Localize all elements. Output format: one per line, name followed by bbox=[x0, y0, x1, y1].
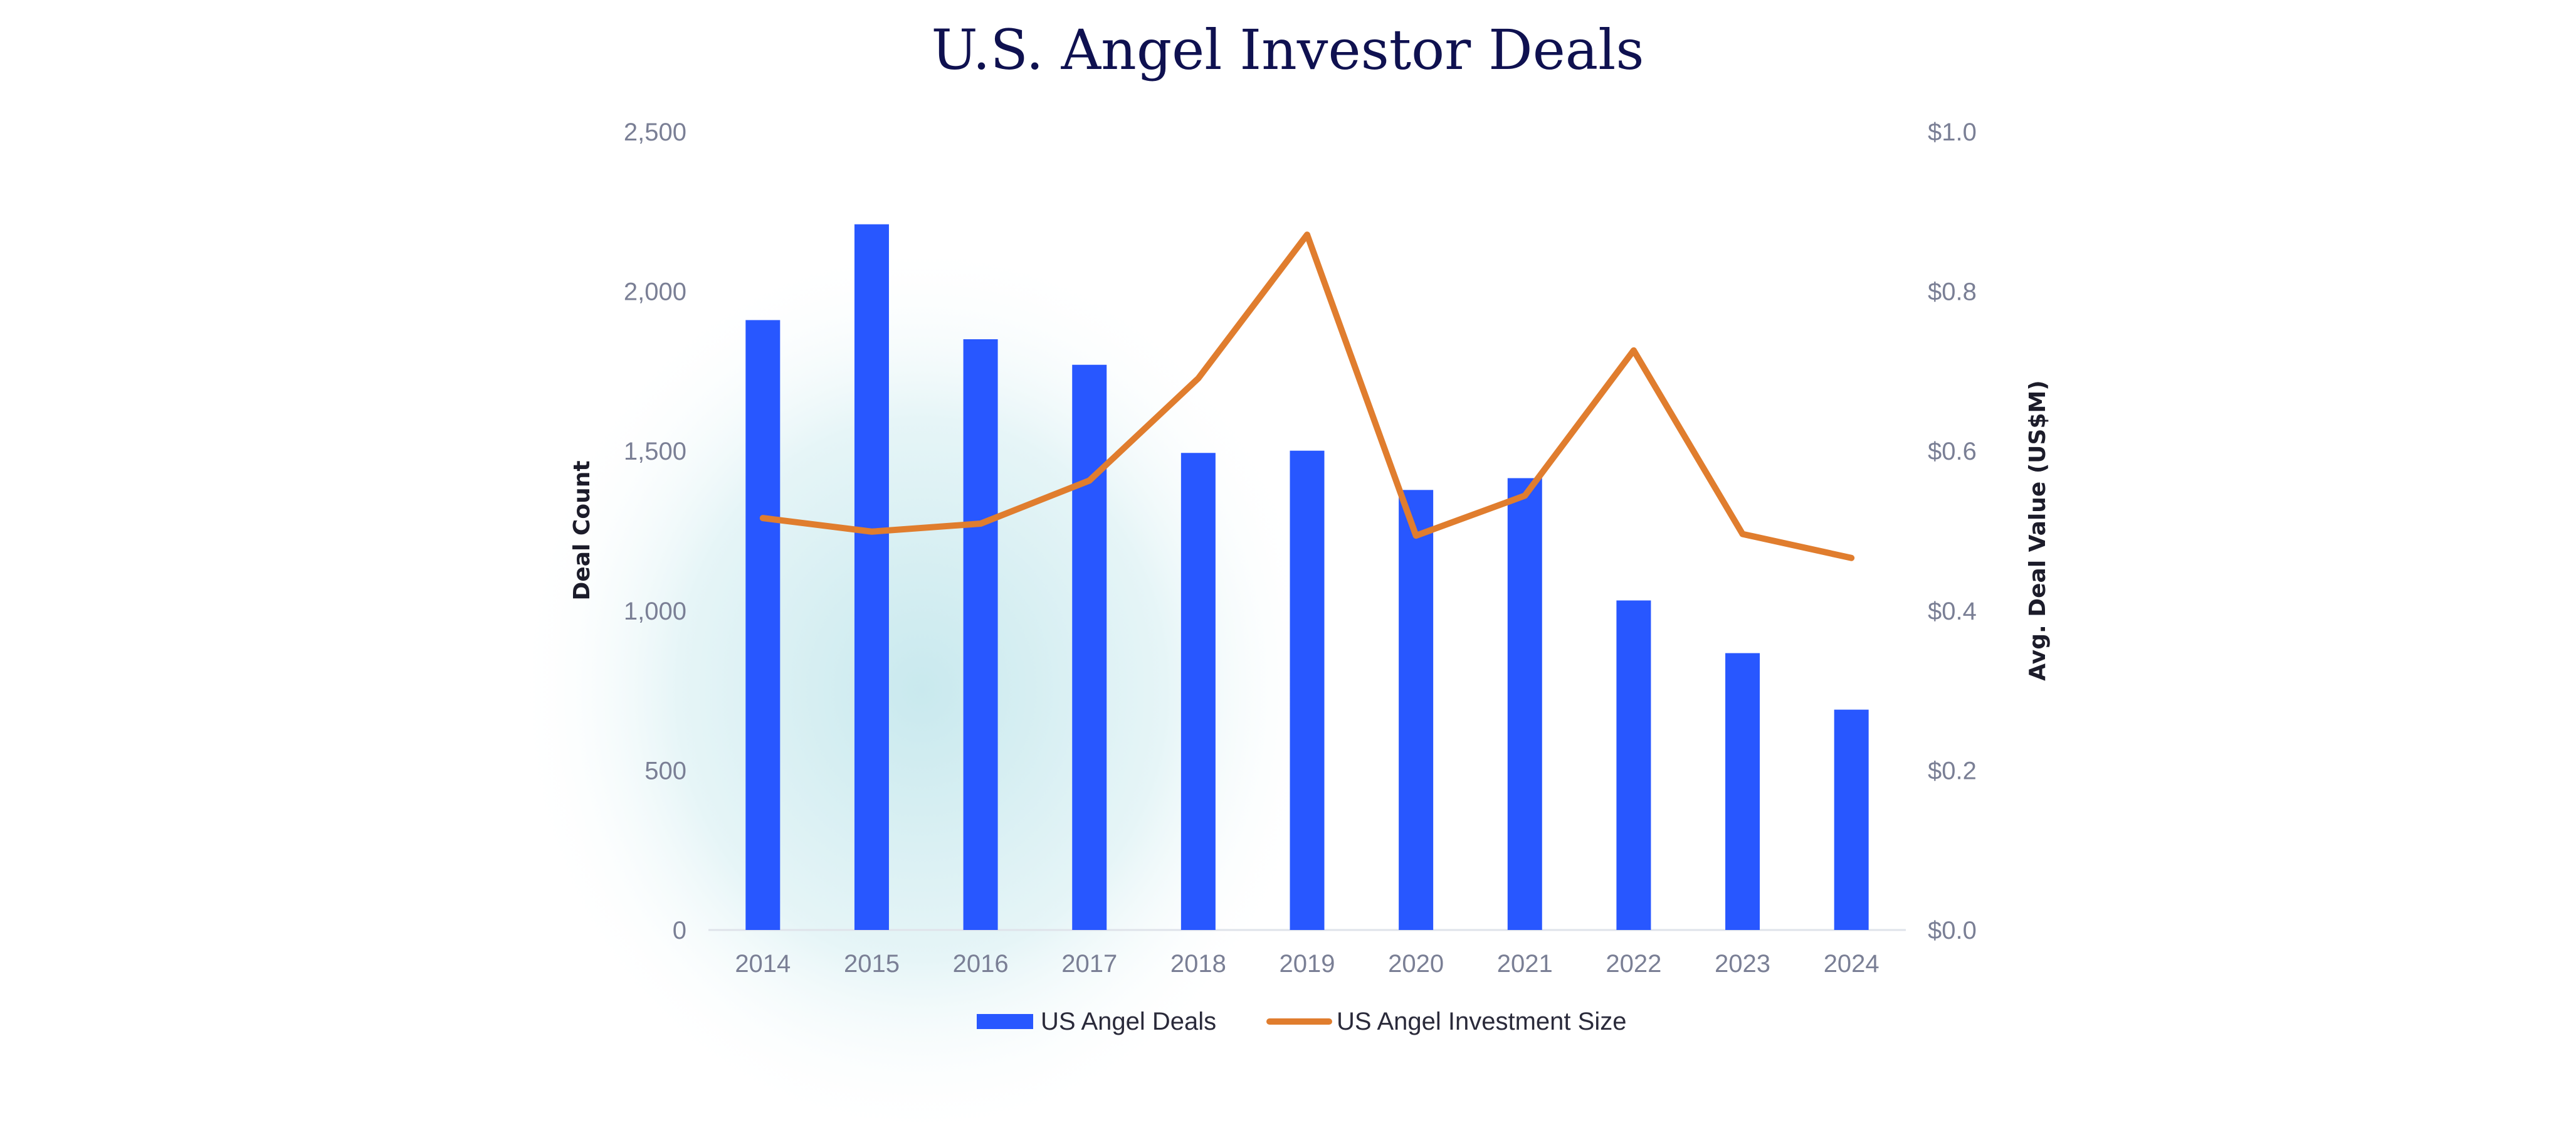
x-tick: 2017 bbox=[1061, 950, 1117, 978]
legend-label-line: US Angel Investment Size bbox=[1337, 1008, 1626, 1035]
bar-2020 bbox=[1399, 490, 1434, 930]
background-glow bbox=[514, 238, 1329, 1125]
bar-2023 bbox=[1725, 653, 1760, 930]
x-tick: 2014 bbox=[735, 950, 791, 978]
y-axis-label-right: Avg. Deal Value (US$M) bbox=[2025, 380, 2051, 681]
x-tick: 2021 bbox=[1497, 950, 1553, 978]
y-tick-right: $0.8 bbox=[1928, 278, 1977, 306]
bar-2019 bbox=[1290, 450, 1325, 930]
y-axis-label-left: Deal Count bbox=[569, 460, 595, 600]
bar-2015 bbox=[854, 224, 889, 931]
y-tick-right: $0.2 bbox=[1928, 757, 1977, 784]
line-us-angel-investment-size bbox=[759, 231, 1855, 561]
bar-2024 bbox=[1834, 709, 1869, 930]
bar-2021 bbox=[1507, 478, 1542, 930]
y-tick-left: 0 bbox=[673, 917, 686, 944]
legend-swatch-bar bbox=[977, 1014, 1033, 1029]
x-tick: 2015 bbox=[844, 950, 900, 978]
chart-title: U.S. Angel Investor Deals bbox=[931, 18, 1644, 82]
y-tick-left: 2,500 bbox=[624, 119, 686, 146]
legend: US Angel Deals US Angel Investment Size bbox=[977, 1008, 1626, 1035]
x-tick: 2020 bbox=[1388, 950, 1444, 978]
legend-label-bar: US Angel Deals bbox=[1041, 1008, 1216, 1035]
y-tick-left: 500 bbox=[644, 757, 686, 784]
bar-2014 bbox=[745, 320, 781, 931]
x-tick: 2018 bbox=[1170, 950, 1226, 978]
x-tick: 2019 bbox=[1280, 950, 1335, 978]
x-tick: 2016 bbox=[953, 950, 1009, 978]
y-tick-right: $0.0 bbox=[1928, 917, 1977, 944]
y-tick-right: $1.0 bbox=[1928, 119, 1977, 146]
y-tick-right: $0.6 bbox=[1928, 438, 1977, 465]
x-tick: 2024 bbox=[1824, 950, 1879, 978]
y-tick-left: 1,000 bbox=[624, 598, 686, 625]
bar-2022 bbox=[1616, 600, 1651, 930]
y-tick-left: 2,000 bbox=[624, 278, 686, 306]
bar-2017 bbox=[1072, 364, 1107, 930]
bar-2016 bbox=[963, 339, 998, 930]
y-tick-left: 1,500 bbox=[624, 438, 686, 465]
x-tick: 2023 bbox=[1715, 950, 1770, 978]
y-tick-right: $0.4 bbox=[1928, 598, 1977, 625]
bar-2018 bbox=[1180, 453, 1216, 930]
x-tick: 2022 bbox=[1606, 950, 1661, 978]
